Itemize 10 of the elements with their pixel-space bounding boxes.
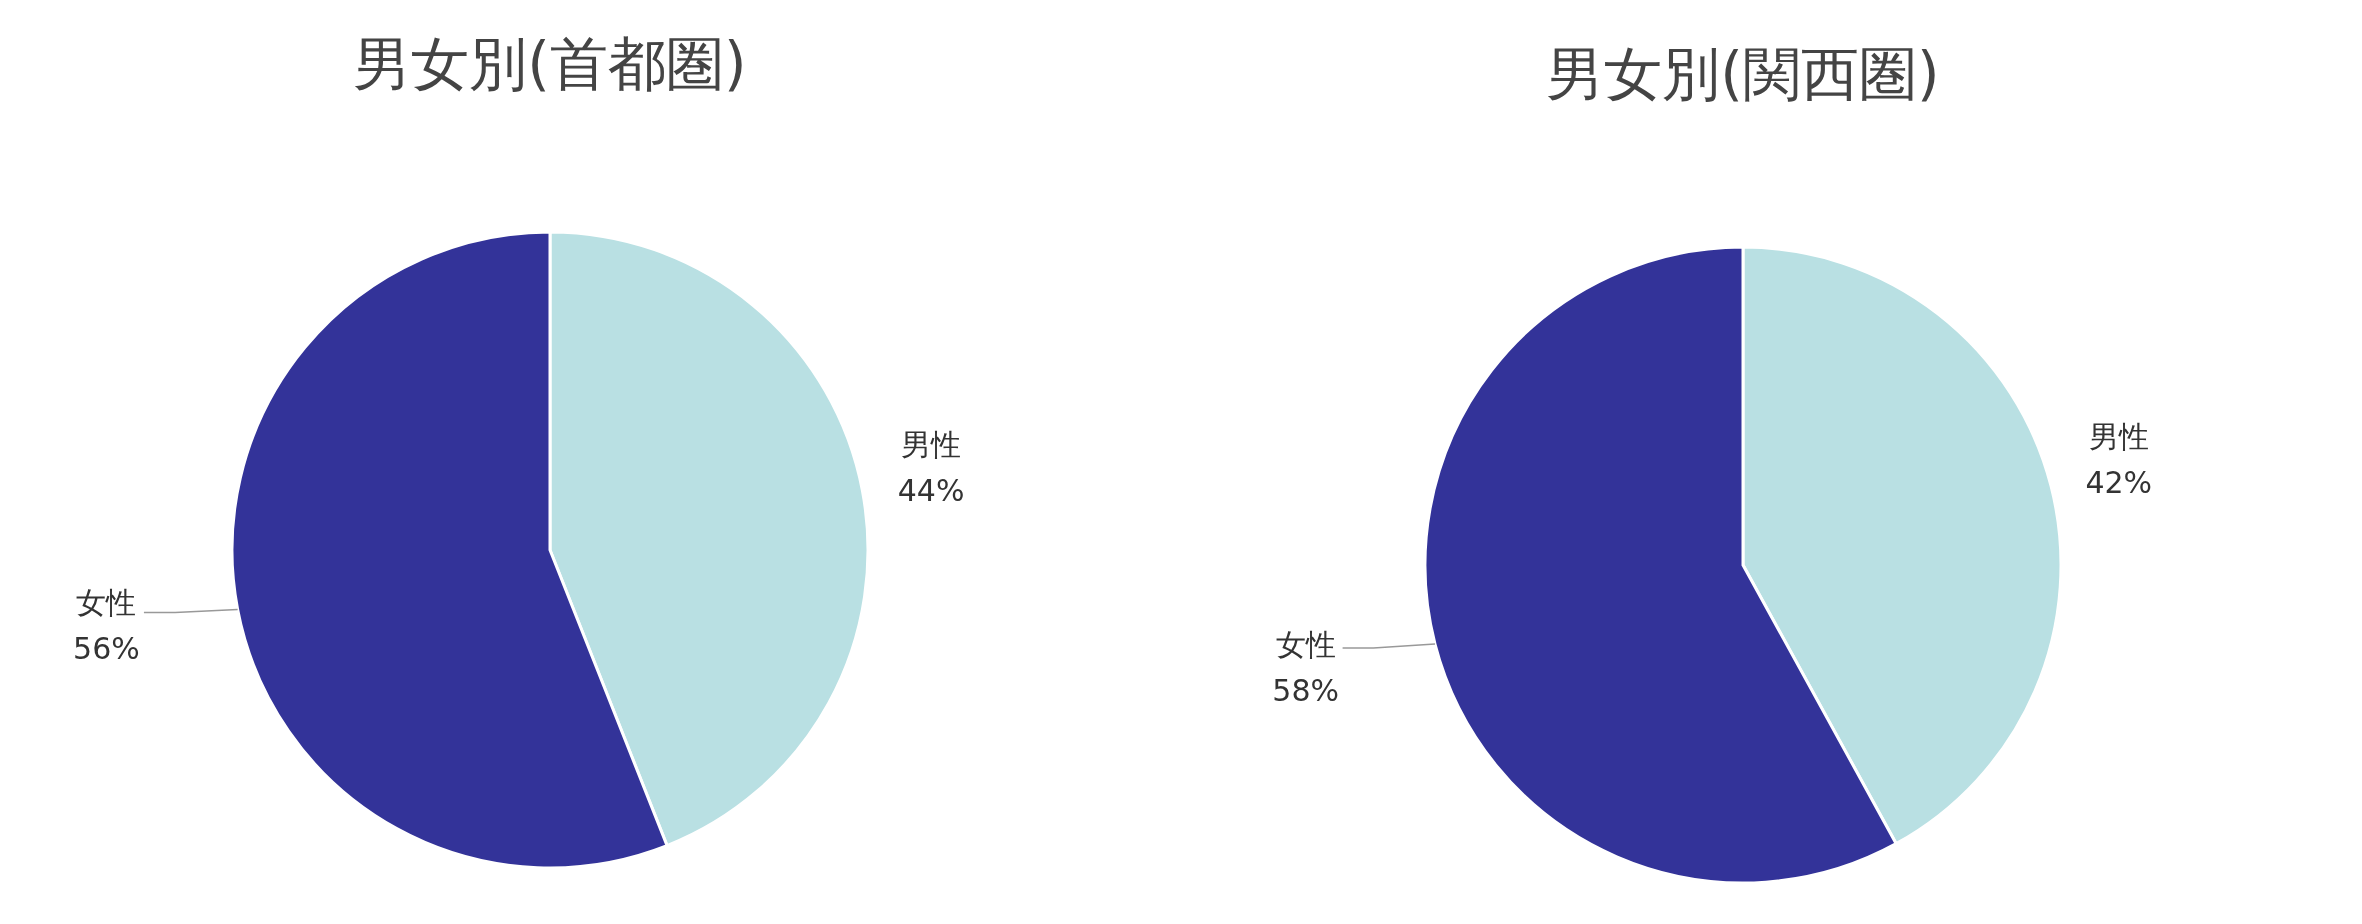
slice-label: 女性 [76, 584, 137, 620]
data-label: 58% [1272, 673, 1339, 709]
data-label: 44% [897, 473, 965, 509]
slice-label: 男性 [2088, 418, 2149, 454]
slice-label: 男性 [901, 427, 962, 463]
chart-title: 男女別(関西圏) [1546, 40, 1940, 109]
data-label: 56% [73, 630, 140, 666]
data-label: 42% [2085, 464, 2153, 500]
chart-title: 男女別(首都圏) [353, 30, 747, 99]
slice-label: 女性 [1275, 627, 1336, 663]
